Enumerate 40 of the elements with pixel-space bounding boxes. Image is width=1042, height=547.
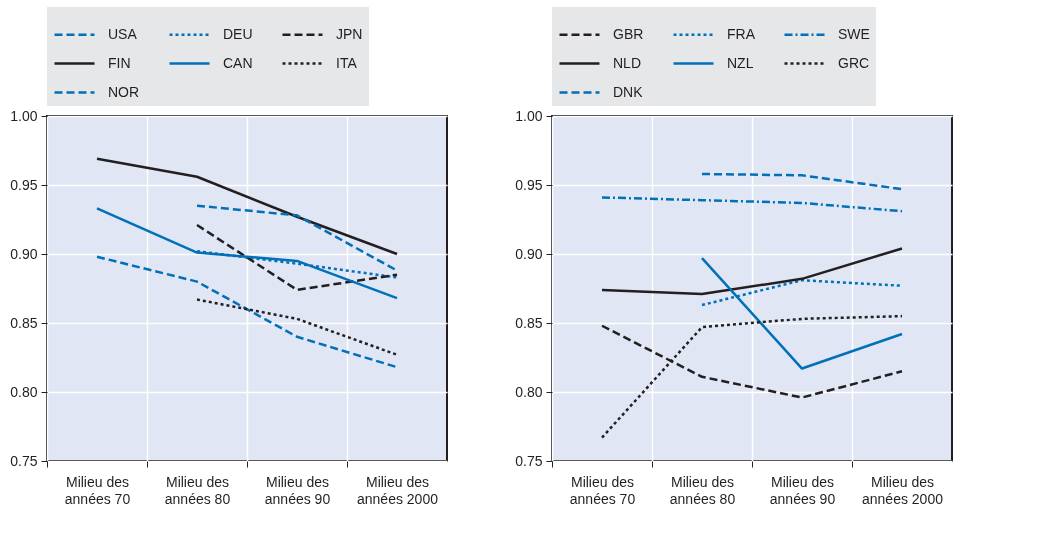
legend-label: GRC <box>838 54 870 71</box>
y-tick-label: 0.85 <box>10 314 38 331</box>
legend-label: USA <box>108 25 138 42</box>
line-series <box>95 255 399 369</box>
y-tick-label: 0.75 <box>10 452 38 469</box>
x-tick-label: Milieu des années 70 <box>64 473 131 507</box>
y-tick-label: 0.95 <box>10 176 38 193</box>
line-series <box>95 157 399 256</box>
y-tick-label: 1.00 <box>10 107 38 124</box>
x-tick-label: Milieu des années 2000 <box>357 473 439 507</box>
line-series <box>600 247 904 296</box>
y-tick-label: 0.90 <box>10 245 38 262</box>
legend-label: NLD <box>613 54 642 71</box>
line-series <box>600 196 904 213</box>
legend-label: NOR <box>108 83 140 100</box>
legend-label: CAN <box>223 54 253 71</box>
legend-label: DEU <box>223 25 253 42</box>
legend-label: ITA <box>336 54 358 71</box>
legend-label: DNK <box>613 83 644 100</box>
y-tick-label: 0.95 <box>515 176 543 193</box>
x-tick-label: Milieu des années 70 <box>569 473 636 507</box>
y-tick-label: 0.85 <box>515 314 543 331</box>
y-tick-label: 0.80 <box>10 383 38 400</box>
y-tick-label: 1.00 <box>515 107 543 124</box>
legend-label: FIN <box>108 54 131 71</box>
line-series <box>600 314 904 439</box>
line-series <box>95 207 399 300</box>
legend-label: NZL <box>727 54 754 71</box>
x-tick-label: Milieu des années 90 <box>264 473 331 507</box>
y-tick-label: 0.75 <box>515 452 543 469</box>
y-tick-label: 0.90 <box>515 245 543 262</box>
x-tick-label: Milieu des années 2000 <box>862 473 944 507</box>
x-tick-label: Milieu des années 90 <box>769 473 836 507</box>
legend-label: FRA <box>727 25 756 42</box>
x-tick-label: Milieu des années 80 <box>669 473 736 507</box>
x-tick-label: Milieu des années 80 <box>164 473 231 507</box>
legend-label: SWE <box>838 25 870 42</box>
y-tick-label: 0.80 <box>515 383 543 400</box>
legend-label: JPN <box>336 25 363 42</box>
legend-label: GBR <box>613 25 644 42</box>
